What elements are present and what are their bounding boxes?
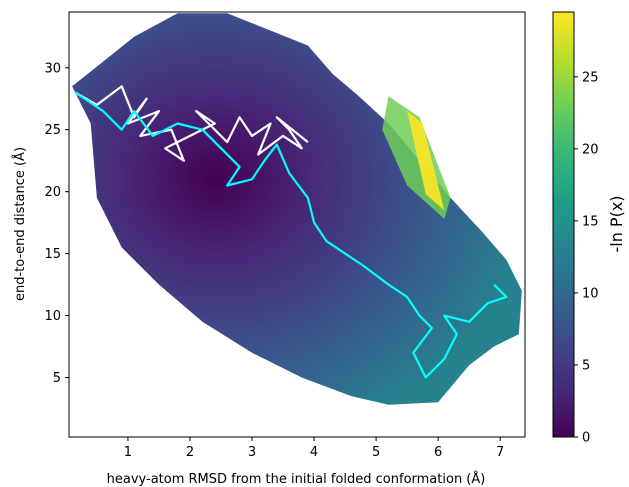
y-tick-label: 5 [53, 371, 61, 386]
y-tick-label: 10 [44, 309, 61, 324]
x-tick-label: 5 [372, 445, 380, 460]
y-axis-label: end-to-end distance (Å) [12, 147, 28, 301]
y-tick-label: 25 [44, 123, 61, 138]
colorbar-tick-label: 25 [582, 70, 599, 85]
x-tick-label: 4 [310, 445, 318, 460]
y-tick-label: 30 [44, 61, 61, 76]
colorbar-tick-label: 15 [582, 214, 599, 229]
y-tick-label: 20 [44, 185, 61, 200]
plot-frame [68, 11, 526, 438]
y-tick-label: 15 [44, 247, 61, 262]
x-tick-label: 2 [186, 445, 194, 460]
x-tick-label: 1 [124, 445, 132, 460]
x-axis-label: heavy-atom RMSD from the initial folded … [107, 471, 486, 487]
colorbar-tick-label: 0 [582, 431, 590, 446]
max-energy-region [407, 111, 445, 211]
axis-labels: heavy-atom RMSD from the initial folded … [12, 147, 626, 487]
colorbar: 0 5 10 15 20 25 [552, 11, 599, 446]
density-field [72, 13, 522, 405]
x-tick-label: 3 [248, 445, 256, 460]
colorbar-label: -ln P(x) [607, 195, 626, 252]
x-tick-label: 6 [434, 445, 442, 460]
trajectory-series-2 [74, 91, 508, 379]
colorbar-tick-label: 5 [582, 358, 590, 373]
axes: 1 2 3 4 5 6 7 5 10 15 20 25 30 [44, 11, 526, 460]
plot-area [69, 12, 525, 437]
x-tick-label: 7 [496, 445, 504, 460]
colorbar-gradient [552, 11, 575, 438]
colorbar-tick-label: 20 [582, 142, 599, 157]
colorbar-tick-label: 10 [582, 286, 599, 301]
